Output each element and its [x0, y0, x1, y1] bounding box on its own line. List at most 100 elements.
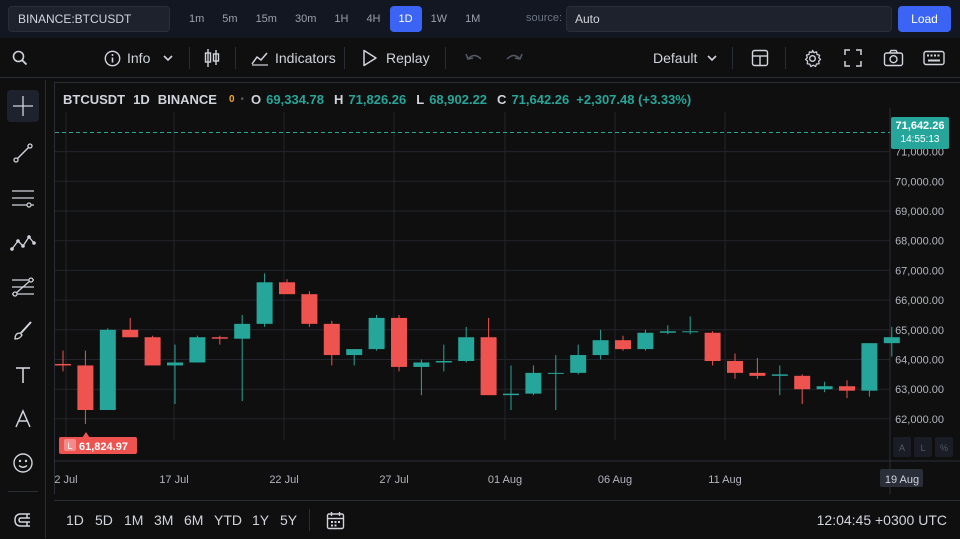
- chevron-down-icon: [707, 55, 717, 62]
- candle-body: [637, 332, 654, 350]
- interval-4h[interactable]: 4H: [366, 13, 381, 25]
- legend-close-value: 71,642.26: [511, 92, 570, 107]
- info-button[interactable]: Info: [104, 38, 150, 78]
- toolbar-divider: [785, 47, 786, 69]
- source-input[interactable]: [566, 6, 892, 32]
- keyboard-icon[interactable]: [923, 38, 945, 78]
- candle-body: [391, 317, 407, 367]
- top-bar: 1m 5m 15m 30m 1H 4H 1D 1W 1M source: Load: [0, 0, 960, 38]
- price-tick: 64,000.00: [895, 355, 944, 367]
- price-tick: 66,000.00: [895, 295, 944, 307]
- candlestick-type-icon[interactable]: [203, 38, 221, 78]
- interval-1w[interactable]: 1W: [430, 13, 448, 25]
- symbol-input[interactable]: [8, 6, 170, 32]
- emoji-icon[interactable]: [7, 447, 39, 479]
- fullscreen-icon[interactable]: [844, 38, 862, 78]
- scale-button-label: A: [899, 443, 905, 453]
- range-3m[interactable]: 3M: [154, 512, 174, 528]
- annotation-icon[interactable]: [7, 403, 39, 435]
- chart-pane[interactable]: [54, 82, 960, 494]
- range-1d[interactable]: 1D: [66, 512, 84, 528]
- toolbar-divider: [309, 509, 310, 531]
- candle-body: [77, 365, 94, 410]
- text-icon[interactable]: [7, 359, 39, 391]
- horizontal-lines-icon[interactable]: [7, 182, 39, 214]
- interval-15m[interactable]: 15m: [255, 13, 277, 25]
- candle-body: [704, 332, 721, 361]
- pattern-icon[interactable]: [7, 226, 39, 258]
- interval-1m[interactable]: 1M: [465, 13, 481, 25]
- candle-body: [301, 294, 318, 324]
- price-tick: 67,000.00: [895, 265, 944, 277]
- interval-1h[interactable]: 1H: [334, 13, 349, 25]
- candle-body: [189, 337, 206, 363]
- layout-grid-icon[interactable]: [751, 38, 769, 78]
- candle-body: [592, 340, 609, 356]
- range-ytd[interactable]: YTD: [214, 512, 242, 528]
- legend-symbol: BTCUSDT: [63, 92, 126, 107]
- undo-icon[interactable]: [464, 38, 484, 78]
- interval-1d[interactable]: 1D: [389, 6, 422, 32]
- price-tick: 69,000.00: [895, 206, 944, 218]
- interval-selector: 1m 5m 15m 30m 1H 4H 1D 1W 1M: [180, 6, 489, 32]
- low-marker-letter: L: [67, 441, 72, 451]
- low-marker-badge: [59, 437, 137, 454]
- interval-5m[interactable]: 5m: [222, 13, 238, 25]
- range-1y[interactable]: 1Y: [252, 512, 270, 528]
- gear-icon[interactable]: [803, 38, 822, 78]
- legend-low-label: L: [416, 92, 425, 107]
- range-5d[interactable]: 5D: [95, 512, 113, 528]
- camera-icon[interactable]: [883, 38, 904, 78]
- candle-body: [234, 323, 251, 339]
- candle-body: [480, 337, 497, 396]
- indicators-label: Indicators: [275, 50, 336, 66]
- search-icon[interactable]: [12, 38, 28, 78]
- toolbar-divider: [445, 47, 446, 69]
- fib-icon[interactable]: [7, 271, 39, 303]
- candle-body: [167, 362, 183, 366]
- brush-icon[interactable]: [7, 315, 39, 347]
- magnet-icon[interactable]: [7, 504, 39, 536]
- scale-button-0[interactable]: [893, 437, 911, 457]
- toolbar-divider: [235, 47, 236, 69]
- range-6m[interactable]: 6M: [184, 512, 204, 528]
- bottom-bar: 12:04:45 +0300 UTC 1D 5D 1M 3M 6M YTD 1Y 5Y: [54, 500, 960, 538]
- candle-body: [547, 372, 564, 374]
- low-marker-arrow: [82, 432, 90, 438]
- legend-change: +2,307.48 (+3.33%): [576, 92, 692, 107]
- candle-body: [816, 386, 833, 390]
- candle-body: [55, 363, 71, 366]
- low-marker-letter-box: [64, 439, 76, 451]
- crosshair-icon[interactable]: [7, 90, 39, 122]
- layout-selector[interactable]: Default: [653, 38, 719, 78]
- candle-body: [458, 337, 475, 361]
- range-5y[interactable]: 5Y: [280, 512, 298, 528]
- interval-1m[interactable]: 1m: [189, 13, 205, 25]
- calendar-icon[interactable]: [326, 511, 345, 535]
- chevron-down-icon[interactable]: [161, 38, 175, 78]
- scale-button-2[interactable]: [935, 437, 953, 457]
- price-chart[interactable]: 71,000.00 70,000.00 69,000.00 68,000.00 67,0…: [0, 0, 960, 500]
- legend-high-label: H: [334, 92, 344, 107]
- candle-body: [682, 331, 699, 333]
- replay-button[interactable]: Replay: [362, 38, 430, 78]
- indicators-button[interactable]: Indicators: [251, 38, 336, 78]
- candle-body: [99, 329, 116, 410]
- toolbar-divider: [732, 47, 733, 69]
- range-1m[interactable]: 1M: [124, 512, 144, 528]
- toolbar-divider: [344, 47, 345, 69]
- price-tick: 70,000.00: [895, 176, 944, 188]
- candle-body: [839, 386, 855, 391]
- legend-status: 0: [228, 94, 235, 105]
- interval-30m[interactable]: 30m: [294, 13, 317, 25]
- candle-body: [323, 323, 340, 356]
- legend-open-label: O: [251, 92, 262, 107]
- load-button[interactable]: Load: [898, 6, 951, 32]
- candle-body: [368, 317, 385, 350]
- redo-icon[interactable]: [504, 38, 524, 78]
- price-tick: 71,000.00: [895, 147, 944, 159]
- scale-button-1[interactable]: [914, 437, 932, 457]
- layout-label: Default: [653, 50, 698, 66]
- candle-body: [794, 375, 811, 390]
- trend-line-icon[interactable]: [7, 137, 39, 169]
